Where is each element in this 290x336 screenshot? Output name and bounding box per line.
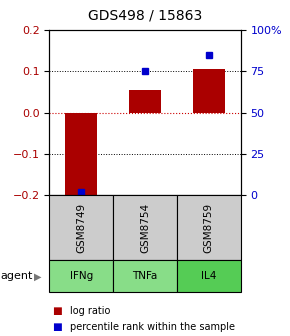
Bar [193, 69, 225, 113]
Text: GSM8749: GSM8749 [76, 203, 86, 253]
Text: GSM8754: GSM8754 [140, 203, 150, 253]
Text: IL4: IL4 [201, 271, 217, 281]
Bar [65, 113, 97, 197]
Text: log ratio: log ratio [70, 306, 110, 316]
Text: ▶: ▶ [34, 271, 41, 281]
Text: percentile rank within the sample: percentile rank within the sample [70, 322, 235, 332]
Text: TNFa: TNFa [132, 271, 158, 281]
Bar [129, 90, 161, 113]
Text: ■: ■ [52, 322, 62, 332]
Text: ■: ■ [52, 306, 62, 316]
Text: IFNg: IFNg [70, 271, 93, 281]
Text: agent: agent [0, 271, 32, 281]
Text: GSM8759: GSM8759 [204, 203, 214, 253]
Text: GDS498 / 15863: GDS498 / 15863 [88, 8, 202, 23]
